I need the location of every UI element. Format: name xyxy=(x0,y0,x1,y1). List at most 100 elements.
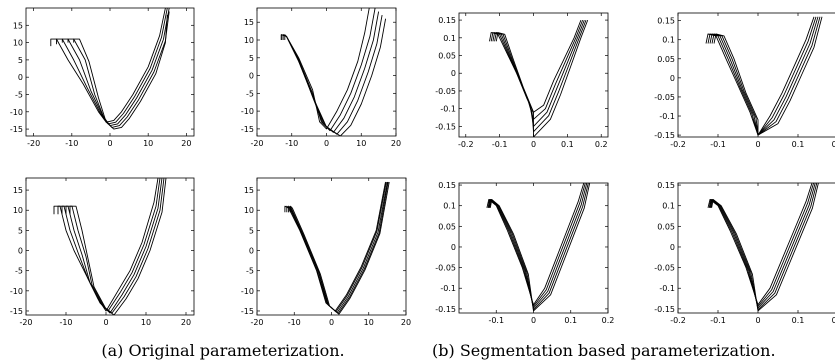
y-tick-label: 10 xyxy=(13,206,23,215)
curve-line xyxy=(713,16,823,136)
x-tick-label: 0 xyxy=(531,140,536,149)
curve-line xyxy=(73,14,168,130)
x-tick-label: -20 xyxy=(250,318,263,327)
y-tick-label: 0 xyxy=(249,72,254,81)
y-tick-label: 0.1 xyxy=(662,36,675,45)
subplot-a-top-right: -20 -10 0 10 20 -15 -10 -5 0 5 10 15 xyxy=(241,7,401,148)
x-tick-label: 0.2 xyxy=(602,316,615,325)
curve-line xyxy=(711,183,819,312)
x-tick-label: 0.2 xyxy=(832,140,835,149)
curves xyxy=(707,183,819,312)
y-tick-label: 0 xyxy=(670,243,675,252)
axes-frame xyxy=(256,177,407,316)
y-tick-label: -0.05 xyxy=(654,264,675,273)
subplot-b-bottom-left: -0.1 0 0.1 0.2 -0.15 -0.1 -0.05 0 0.05 0.1 0.15 xyxy=(435,181,614,325)
x-tick-label: 0 xyxy=(531,316,536,325)
x-tick-label: 10 xyxy=(364,318,374,327)
x-tick-label: -20 xyxy=(250,139,263,148)
y-tick-label: 0 xyxy=(670,74,675,83)
y-tick-label: 5 xyxy=(249,226,254,235)
curves xyxy=(53,178,167,315)
x-tick-label: 0 xyxy=(103,318,108,327)
y-tick-label: 15 xyxy=(244,18,254,27)
x-tick-label: 0 xyxy=(755,316,760,325)
plots-layer: -20 -10 0 10 20 -15 -10 -5 0 5 10 15 -20 -10 0 10 20 -15 -… xyxy=(10,7,835,327)
curve-line xyxy=(280,8,376,132)
y-tick-label: 0.15 xyxy=(438,16,456,25)
curve-line xyxy=(282,11,380,133)
curve-line xyxy=(488,183,588,309)
y-tick-label: 5 xyxy=(18,56,23,65)
x-tick-label: -0.1 xyxy=(492,140,508,149)
curve-line xyxy=(288,181,389,314)
x-tick-label: 20 xyxy=(181,318,191,327)
curve-line xyxy=(492,19,585,127)
x-tick-label: -10 xyxy=(288,318,301,327)
curve-line xyxy=(705,16,815,136)
y-tick-label: -10 xyxy=(10,287,23,296)
y-tick-label: 15 xyxy=(13,21,23,30)
y-tick-label: -10 xyxy=(241,287,254,296)
y-tick-label: 10 xyxy=(13,39,23,48)
curve-line xyxy=(53,178,159,312)
x-tick-label: 0 xyxy=(324,139,329,148)
y-tick-label: -10 xyxy=(241,107,254,116)
subplot-b-top-right: -0.2 -0.1 0 0.1 0.2 -0.15 -0.1 -0.05 0 0.05 0.1 0.1… xyxy=(654,12,835,149)
x-tick-label: 20 xyxy=(391,139,401,148)
y-tick-label: 0.15 xyxy=(657,181,675,190)
subplot-a-top-left: -20 -10 0 10 20 -15 -10 -5 0 5 10 15 xyxy=(10,7,195,148)
y-tick-label: -0.05 xyxy=(435,87,456,96)
curve-line xyxy=(711,16,821,136)
subplot-a-bottom-right: -20 -10 0 10 20 -15 -10 -5 0 5 10 15 xyxy=(241,177,411,327)
y-tick-label: 5 xyxy=(18,226,23,235)
y-tick-label: -0.1 xyxy=(440,284,456,293)
y-tick-label: -15 xyxy=(241,307,254,316)
y-tick-label: 0.1 xyxy=(443,34,456,43)
curves xyxy=(705,16,823,136)
curve-line xyxy=(489,183,589,311)
x-tick-label: -0.2 xyxy=(670,316,686,325)
curve-line xyxy=(69,178,167,315)
y-tick-label: -15 xyxy=(10,125,23,134)
curve-line xyxy=(709,16,819,136)
x-tick-label: 0.1 xyxy=(792,140,805,149)
y-tick-label: 0.05 xyxy=(438,222,456,231)
x-tick-label: 10 xyxy=(143,139,153,148)
curve-line xyxy=(57,178,161,312)
y-tick-label: 0 xyxy=(249,247,254,256)
curve-line xyxy=(280,8,370,130)
y-tick-label: -0.05 xyxy=(435,264,456,273)
curve-line xyxy=(61,8,170,127)
y-tick-label: -5 xyxy=(15,90,23,99)
curve-line xyxy=(61,178,163,314)
curve-line xyxy=(286,181,387,313)
axes-frame xyxy=(25,177,195,316)
y-tick-label: 5 xyxy=(249,54,254,63)
y-tick-label: -0.15 xyxy=(654,131,675,140)
y-tick-label: 0.05 xyxy=(657,222,675,231)
x-tick-label: 0.2 xyxy=(832,316,835,325)
x-tick-label: -0.1 xyxy=(710,316,726,325)
x-tick-label: -0.2 xyxy=(670,140,686,149)
axes-frame xyxy=(25,7,195,137)
y-tick-label: 0.05 xyxy=(438,52,456,61)
curve-line xyxy=(282,15,383,135)
curve-line xyxy=(709,183,816,309)
curves xyxy=(486,183,591,312)
curve-line xyxy=(494,19,587,133)
y-tick-label: 0 xyxy=(18,247,23,256)
y-tick-label: -5 xyxy=(246,89,254,98)
y-tick-label: -15 xyxy=(241,125,254,134)
x-tick-label: 0 xyxy=(107,139,112,148)
curve-line xyxy=(707,183,813,306)
y-tick-label: 0 xyxy=(451,243,456,252)
subplot-a-bottom-left: -20 -10 0 10 20 -15 -10 -5 0 5 10 15 xyxy=(10,177,195,327)
y-tick-label: 0 xyxy=(18,73,23,82)
x-tick-label: -10 xyxy=(285,139,298,148)
curve-line xyxy=(710,183,818,311)
x-tick-label: 10 xyxy=(356,139,366,148)
y-tick-label: -5 xyxy=(15,267,23,276)
y-tick-label: 15 xyxy=(13,186,23,195)
curve-line xyxy=(56,8,168,125)
